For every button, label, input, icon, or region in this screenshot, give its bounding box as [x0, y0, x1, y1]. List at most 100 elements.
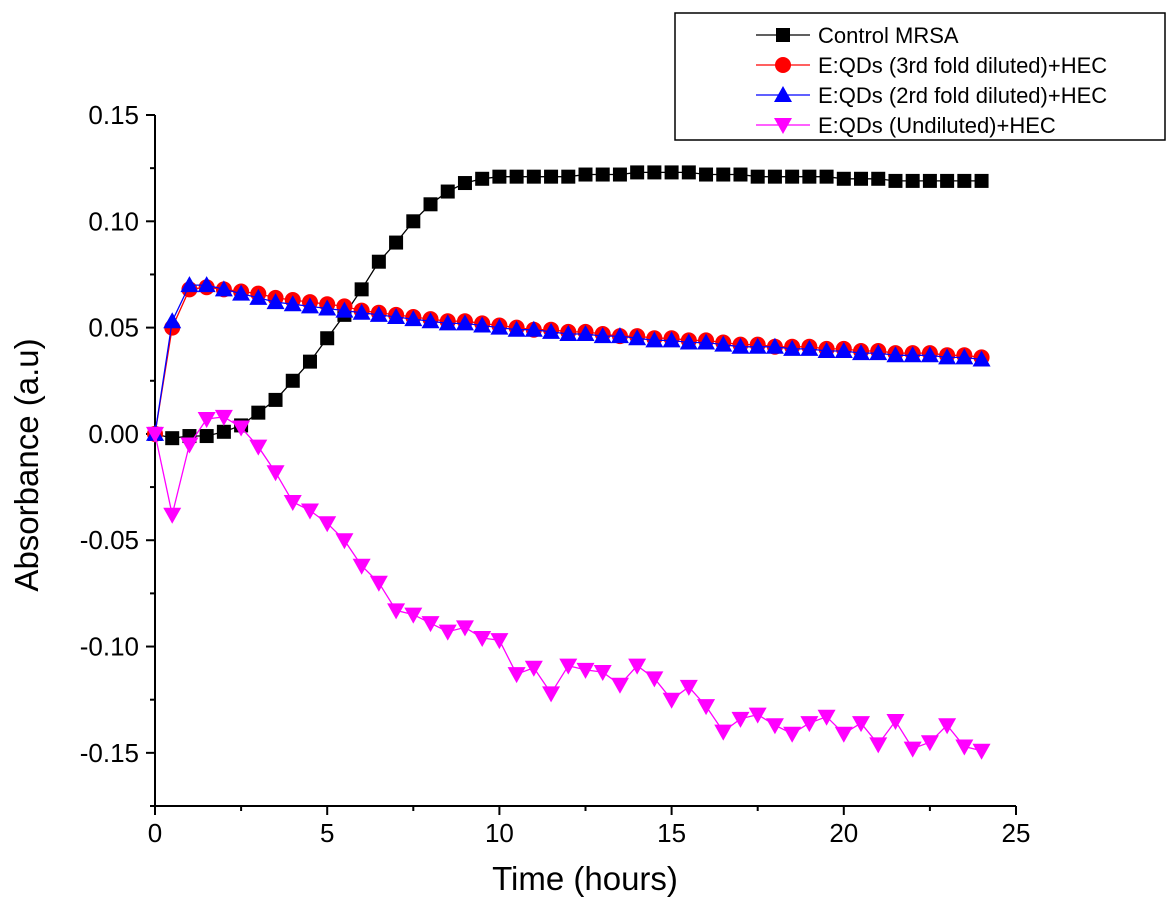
legend-label: E:QDs (3rd fold diluted)+HEC: [818, 53, 1107, 78]
data-point: [699, 167, 714, 182]
data-point: [610, 327, 629, 344]
data-point: [645, 671, 664, 688]
data-point: [834, 342, 853, 359]
data-point: [146, 426, 164, 443]
legend-marker: [774, 86, 792, 102]
data-point: [920, 735, 939, 752]
data-point: [180, 437, 199, 454]
data-point: [940, 173, 955, 188]
data-point: [266, 465, 285, 482]
data-point: [371, 254, 386, 269]
data-point: [423, 197, 438, 212]
data-point: [817, 709, 836, 726]
y-axis-title: Absorbance (a.u): [8, 338, 45, 591]
y-axis-ticks: -0.15 -0.10 -0.05 0.00 0.05 0.10 0.15: [80, 100, 155, 807]
data-point: [300, 503, 319, 520]
data-point: [836, 171, 851, 186]
data-point: [559, 324, 578, 341]
y-tick-label: -0.10: [80, 632, 139, 662]
data-point: [180, 276, 199, 293]
data-point: [869, 344, 888, 361]
data-point: [509, 169, 524, 184]
data-point: [767, 169, 782, 184]
data-point: [232, 420, 251, 437]
data-point: [475, 171, 490, 186]
data-point: [765, 337, 784, 354]
data-point: [938, 718, 957, 735]
data-point: [612, 167, 627, 182]
series-line: [154, 286, 982, 435]
data-point: [679, 679, 698, 696]
x-tick-label: 15: [657, 818, 686, 848]
data-point: [905, 173, 920, 188]
data-point: [490, 633, 509, 650]
data-point: [320, 331, 335, 346]
data-point: [783, 339, 802, 356]
data-point: [249, 288, 268, 305]
data-point: [800, 339, 819, 356]
data-point: [645, 331, 664, 348]
data-point: [302, 354, 317, 369]
data-point: [544, 169, 559, 184]
x-tick-label: 20: [829, 818, 858, 848]
data-point: [886, 713, 905, 730]
data-point: [817, 342, 836, 359]
data-point: [955, 348, 974, 365]
data-point: [630, 165, 645, 180]
data-point: [938, 348, 957, 365]
data-point: [524, 660, 543, 677]
data-point: [819, 169, 834, 184]
data-point: [647, 165, 662, 180]
data-point: [697, 333, 716, 350]
data-point: [593, 327, 612, 344]
data-point: [871, 171, 886, 186]
y-tick-label: -0.15: [80, 738, 139, 768]
data-point: [354, 282, 369, 297]
data-point: [716, 167, 731, 182]
x-tick-label: 25: [1002, 818, 1031, 848]
legend-entry: E:QDs (3rd fold diluted)+HEC: [756, 53, 1107, 78]
data-point: [249, 439, 268, 456]
legend-marker: [774, 118, 792, 134]
data-point: [438, 624, 457, 641]
x-axis-ticks: 0 5 10 15 20 25: [148, 806, 1031, 848]
data-point: [628, 329, 647, 346]
y-tick-label: -0.05: [80, 525, 139, 555]
data-point: [283, 494, 302, 511]
x-tick-label: 5: [320, 818, 334, 848]
data-point: [785, 169, 800, 184]
data-point: [697, 699, 716, 716]
data-point: [285, 373, 300, 388]
data-point: [421, 312, 440, 329]
data-point: [972, 350, 991, 367]
data-point: [490, 318, 509, 335]
data-point: [748, 337, 767, 354]
axes: [154, 115, 1016, 807]
data-point: [886, 346, 905, 363]
data-point: [750, 169, 765, 184]
data-point: [440, 184, 455, 199]
data-point: [318, 516, 337, 533]
data-point: [406, 214, 421, 229]
data-point: [404, 607, 423, 624]
legend-entry: E:QDs (Undiluted)+HEC: [756, 113, 1056, 138]
x-tick-label: 0: [148, 818, 162, 848]
legend: Control MRSA E:QDs (3rd fold diluted)+HEC…: [674, 12, 1166, 141]
data-point: [526, 169, 541, 184]
data-point: [903, 741, 922, 758]
data-point: [266, 293, 285, 310]
data-point: [268, 392, 283, 407]
data-point: [576, 662, 595, 679]
data-point: [335, 301, 354, 318]
data-point: [455, 620, 474, 637]
data-point: [492, 169, 507, 184]
x-tick-label: 10: [485, 818, 514, 848]
data-point: [197, 412, 216, 429]
data-point: [507, 320, 526, 337]
data-point: [852, 716, 871, 733]
data-point: [214, 280, 233, 297]
data-point: [662, 692, 681, 709]
data-point: [679, 333, 698, 350]
x-axis-title: Time (hours): [492, 860, 678, 897]
